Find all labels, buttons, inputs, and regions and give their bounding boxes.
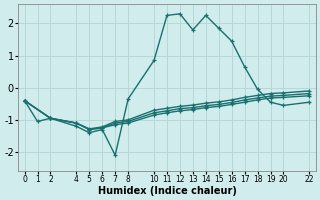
X-axis label: Humidex (Indice chaleur): Humidex (Indice chaleur): [98, 186, 236, 196]
